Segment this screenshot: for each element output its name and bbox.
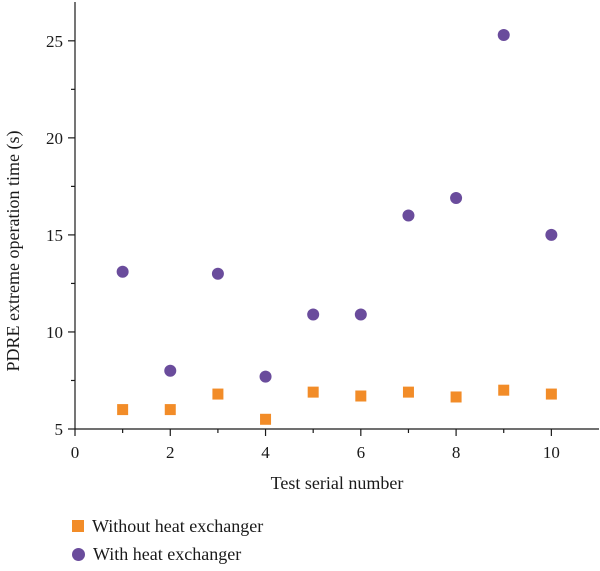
legend-square-icon	[72, 520, 84, 532]
axes	[74, 2, 599, 430]
x-tick-label: 10	[543, 443, 560, 462]
x-tick-label: 4	[261, 443, 270, 462]
legend: Without heat exchanger With heat exchang…	[72, 512, 263, 568]
x-tick-label: 2	[166, 443, 175, 462]
y-tick-label: 15	[46, 226, 63, 245]
data-point-with-heat-exchanger	[259, 370, 272, 383]
scatter-chart: 0 2 4 6 8 10 5 10 15 20 25 Test serial number PDRE…	[3, 2, 599, 493]
x-tick-label: 8	[452, 443, 461, 462]
data-point-without-heat-exchanger	[307, 386, 319, 398]
data-point-with-heat-exchanger	[164, 364, 177, 377]
legend-item-with: With heat exchanger	[72, 540, 263, 568]
data-point-with-heat-exchanger	[545, 228, 558, 241]
y-tick-label: 5	[55, 420, 64, 439]
legend-circle-icon	[72, 547, 85, 561]
y-axis-label: PDRE extreme operation time (s)	[3, 131, 24, 372]
x-tick-label: 6	[357, 443, 366, 462]
data-point-without-heat-exchanger	[545, 388, 557, 400]
data-point-without-heat-exchanger	[212, 388, 224, 400]
data-point-without-heat-exchanger	[260, 413, 272, 425]
x-tick-label: 0	[71, 443, 80, 462]
y-tick-label: 10	[46, 323, 63, 342]
data-point-without-heat-exchanger	[450, 391, 462, 403]
data-point-with-heat-exchanger	[354, 308, 367, 321]
data-point-with-heat-exchanger	[497, 28, 510, 41]
y-tick-label: 25	[46, 32, 63, 51]
legend-item-without: Without heat exchanger	[72, 512, 263, 540]
legend-label-with: With heat exchanger	[93, 543, 242, 564]
data-point-with-heat-exchanger	[307, 308, 320, 321]
data-point-without-heat-exchanger	[402, 386, 414, 398]
data-point-with-heat-exchanger	[402, 209, 415, 222]
data-point-with-heat-exchanger	[116, 265, 129, 278]
ticks: 0 2 4 6 8 10 5 10 15 20 25	[46, 32, 560, 462]
data-point-without-heat-exchanger	[498, 384, 510, 396]
legend-label-without: Without heat exchanger	[92, 515, 264, 536]
data-point-without-heat-exchanger	[355, 390, 367, 402]
data-point-without-heat-exchanger	[164, 404, 176, 416]
data-marks	[116, 28, 558, 425]
y-tick-label: 20	[46, 129, 63, 148]
x-axis-label: Test serial number	[271, 473, 404, 493]
data-point-without-heat-exchanger	[117, 404, 129, 416]
data-point-with-heat-exchanger	[211, 267, 224, 280]
data-point-with-heat-exchanger	[450, 192, 463, 205]
